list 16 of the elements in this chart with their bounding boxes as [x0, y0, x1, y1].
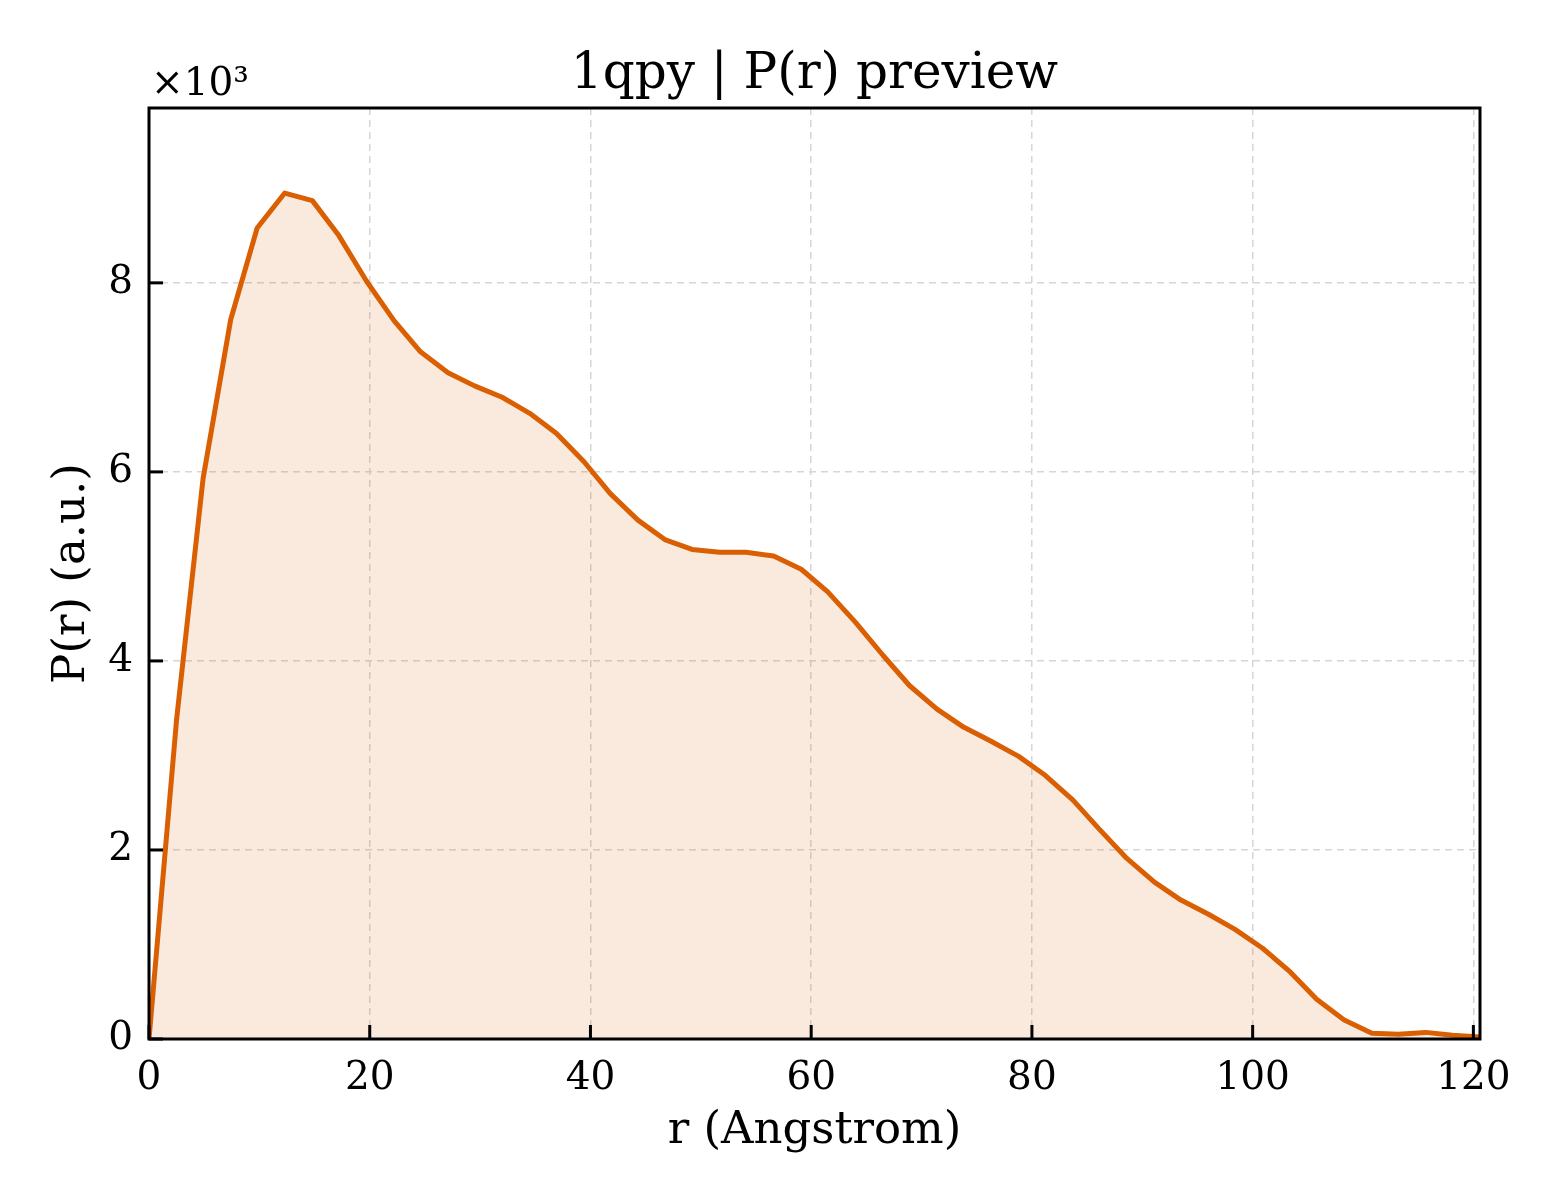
text: ×10³ — [151, 59, 249, 104]
y-tick-label: 0 — [108, 1013, 133, 1059]
y-tick-label: 8 — [108, 256, 133, 302]
x-tick-label: 120 — [1436, 1052, 1511, 1098]
y-tick-label: 2 — [108, 824, 133, 870]
y-tick-label: 6 — [108, 446, 133, 492]
x-tick-label: 0 — [136, 1052, 162, 1098]
y-axis-title: P(r) (a.u.) — [42, 463, 95, 684]
y-tick-label: 4 — [108, 635, 133, 681]
x-tick-label: 40 — [565, 1052, 616, 1098]
x-tick-label: 80 — [1007, 1052, 1057, 1098]
x-tick-label: 20 — [344, 1052, 395, 1098]
x-axis-title: r (Angstrom) — [667, 1101, 962, 1154]
x-tick-label: 100 — [1215, 1052, 1290, 1098]
chart-title: 1qpy | P(r) preview — [570, 42, 1059, 100]
x-tick-label: 60 — [786, 1052, 837, 1098]
